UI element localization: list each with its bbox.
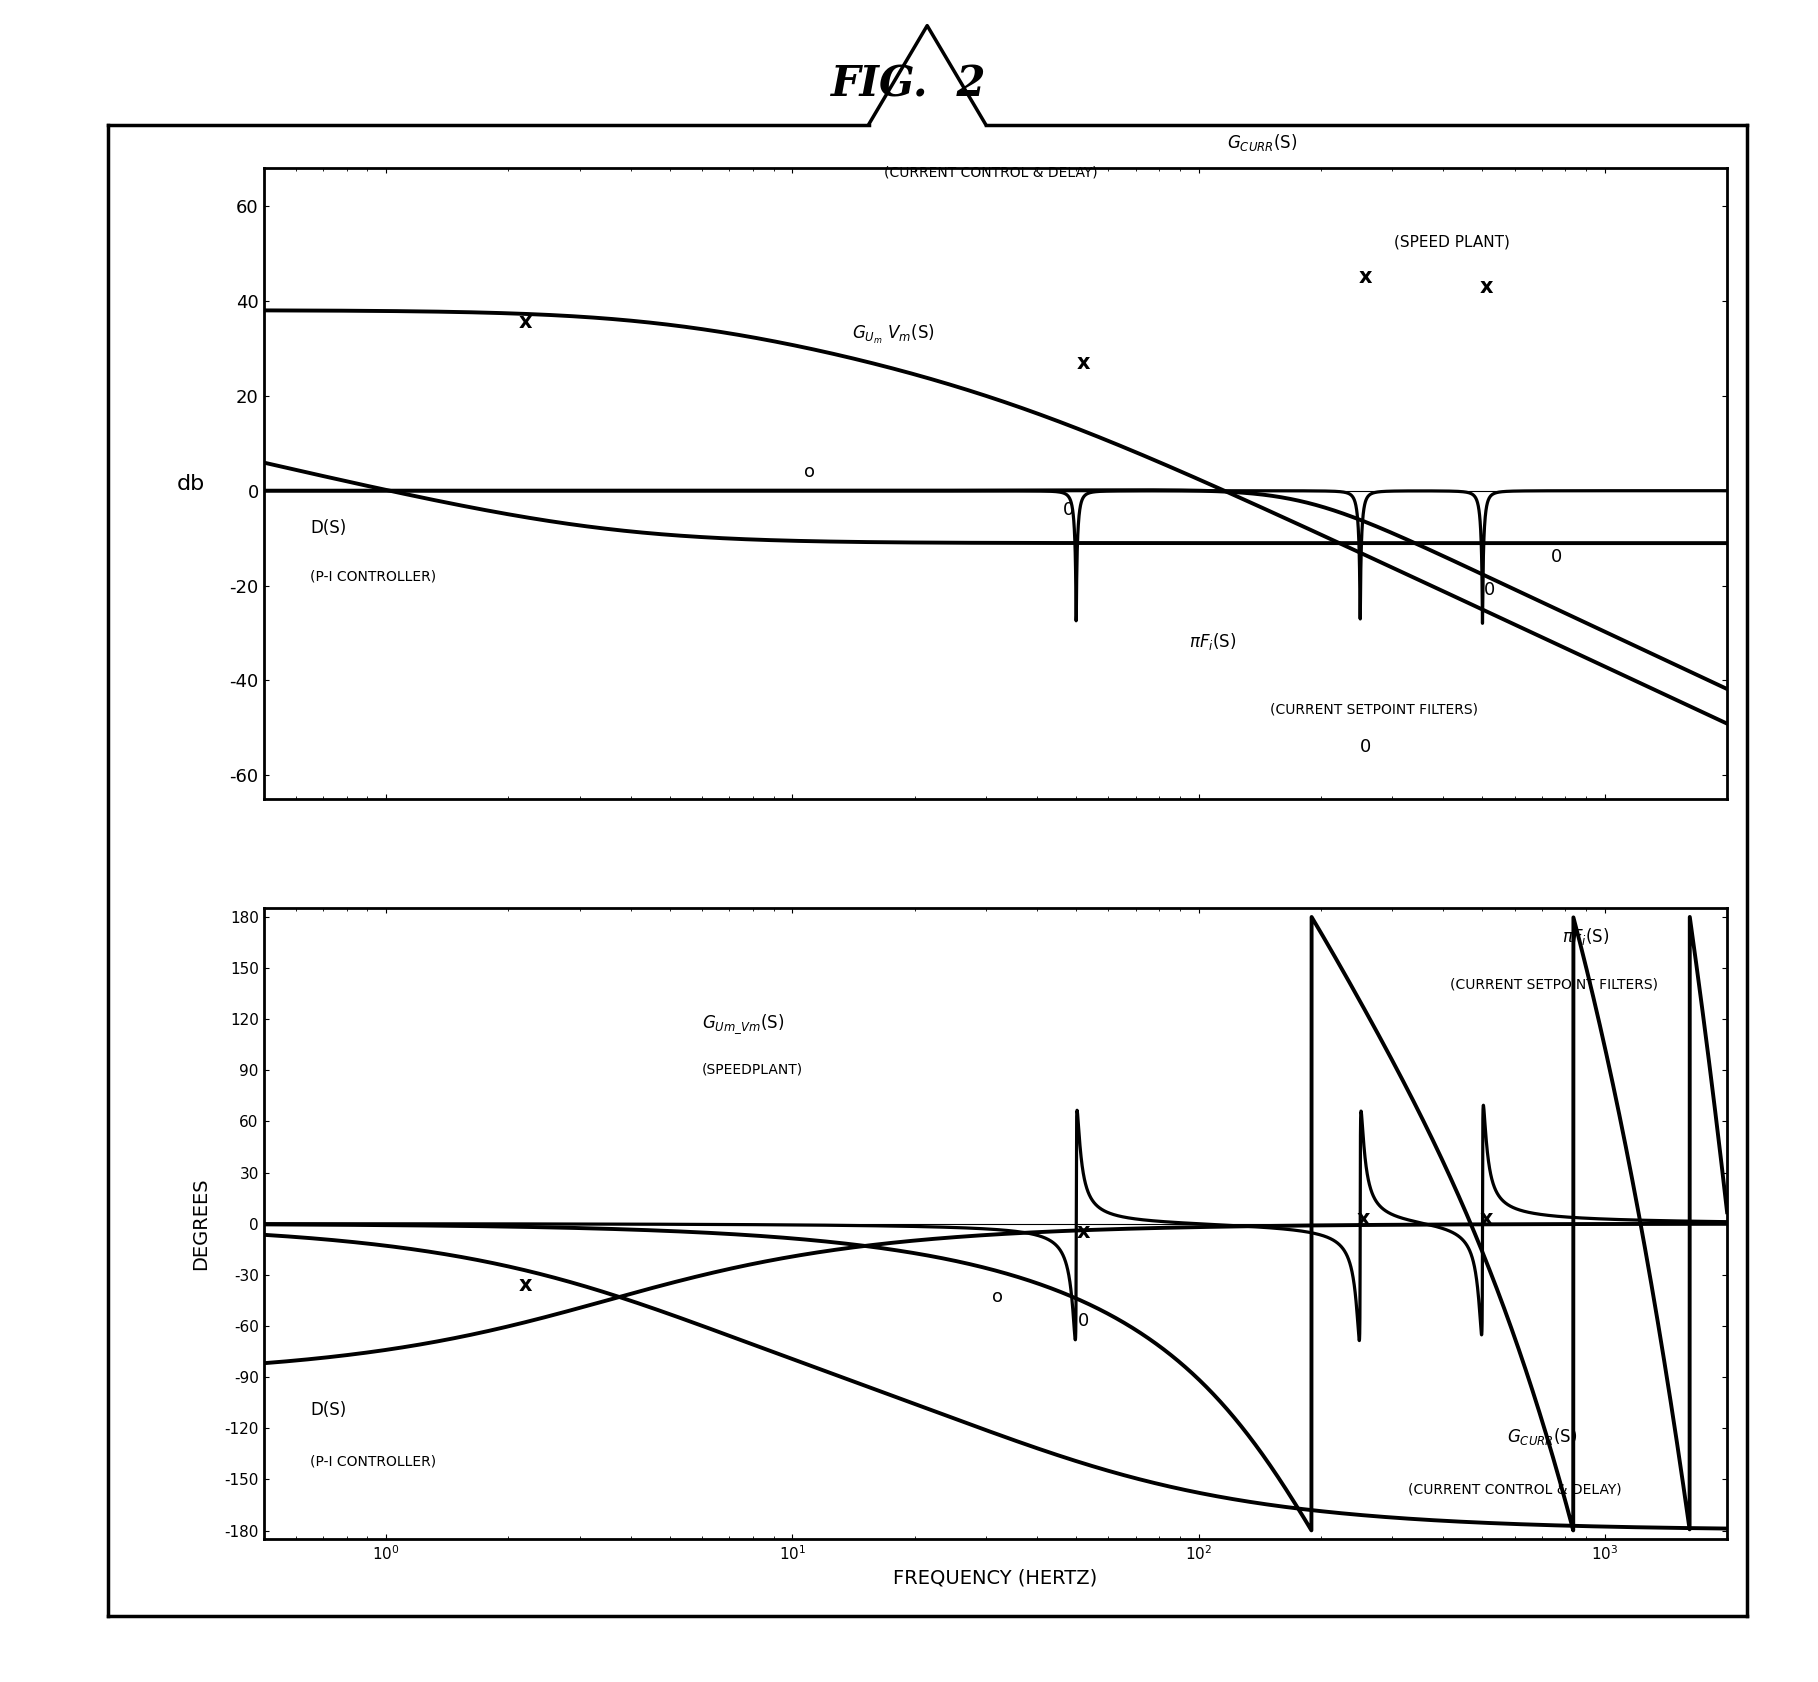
Text: $G_{CURR}$(S): $G_{CURR}$(S) bbox=[1507, 1426, 1576, 1447]
Text: x: x bbox=[1480, 1209, 1493, 1228]
Text: x: x bbox=[1480, 278, 1493, 296]
Text: 0: 0 bbox=[1360, 738, 1371, 755]
Text: 0: 0 bbox=[1483, 582, 1494, 599]
Text: x: x bbox=[1076, 353, 1089, 373]
Text: x: x bbox=[518, 313, 533, 333]
Text: $G_{CURR}$(S): $G_{CURR}$(S) bbox=[1227, 131, 1298, 153]
Text: (SPEED PLANT): (SPEED PLANT) bbox=[1394, 234, 1509, 249]
Text: x: x bbox=[518, 1275, 533, 1295]
Text: x: x bbox=[1076, 1223, 1089, 1243]
Text: (CURRENT SETPOINT FILTERS): (CURRENT SETPOINT FILTERS) bbox=[1451, 977, 1658, 991]
Y-axis label: DEGREES: DEGREES bbox=[191, 1177, 211, 1270]
Text: $G_{U_m}$ $V_m$(S): $G_{U_m}$ $V_m$(S) bbox=[851, 323, 934, 346]
Text: D(S): D(S) bbox=[309, 520, 345, 537]
Text: (P-I CONTROLLER): (P-I CONTROLLER) bbox=[309, 1455, 436, 1468]
Text: 0: 0 bbox=[1551, 548, 1562, 567]
Text: (SPEEDPLANT): (SPEEDPLANT) bbox=[702, 1063, 804, 1076]
Text: $G_{Um\_Vm}$(S): $G_{Um\_Vm}$(S) bbox=[702, 1013, 785, 1036]
Text: (CURRENT SETPOINT FILTERS): (CURRENT SETPOINT FILTERS) bbox=[1269, 703, 1478, 717]
Text: o: o bbox=[804, 463, 814, 481]
Text: x: x bbox=[1360, 267, 1373, 288]
Text: x: x bbox=[1356, 1209, 1371, 1228]
Text: o: o bbox=[993, 1288, 1004, 1305]
Text: (CURRENT CONTROL & DELAY): (CURRENT CONTROL & DELAY) bbox=[1407, 1482, 1622, 1495]
Y-axis label: db: db bbox=[176, 474, 205, 493]
X-axis label: FREQUENCY (HERTZ): FREQUENCY (HERTZ) bbox=[893, 1568, 1098, 1588]
Text: (CURRENT CONTROL & DELAY): (CURRENT CONTROL & DELAY) bbox=[884, 165, 1098, 180]
Text: $\pi F_i$(S): $\pi F_i$(S) bbox=[1189, 631, 1236, 653]
Text: $\pi F_i$(S): $\pi F_i$(S) bbox=[1562, 927, 1611, 947]
Text: (P-I CONTROLLER): (P-I CONTROLLER) bbox=[309, 570, 436, 584]
Text: D(S): D(S) bbox=[309, 1401, 345, 1418]
Text: 0: 0 bbox=[1078, 1312, 1089, 1330]
Text: FIG.  2: FIG. 2 bbox=[831, 64, 987, 106]
Text: 0: 0 bbox=[1064, 501, 1074, 518]
